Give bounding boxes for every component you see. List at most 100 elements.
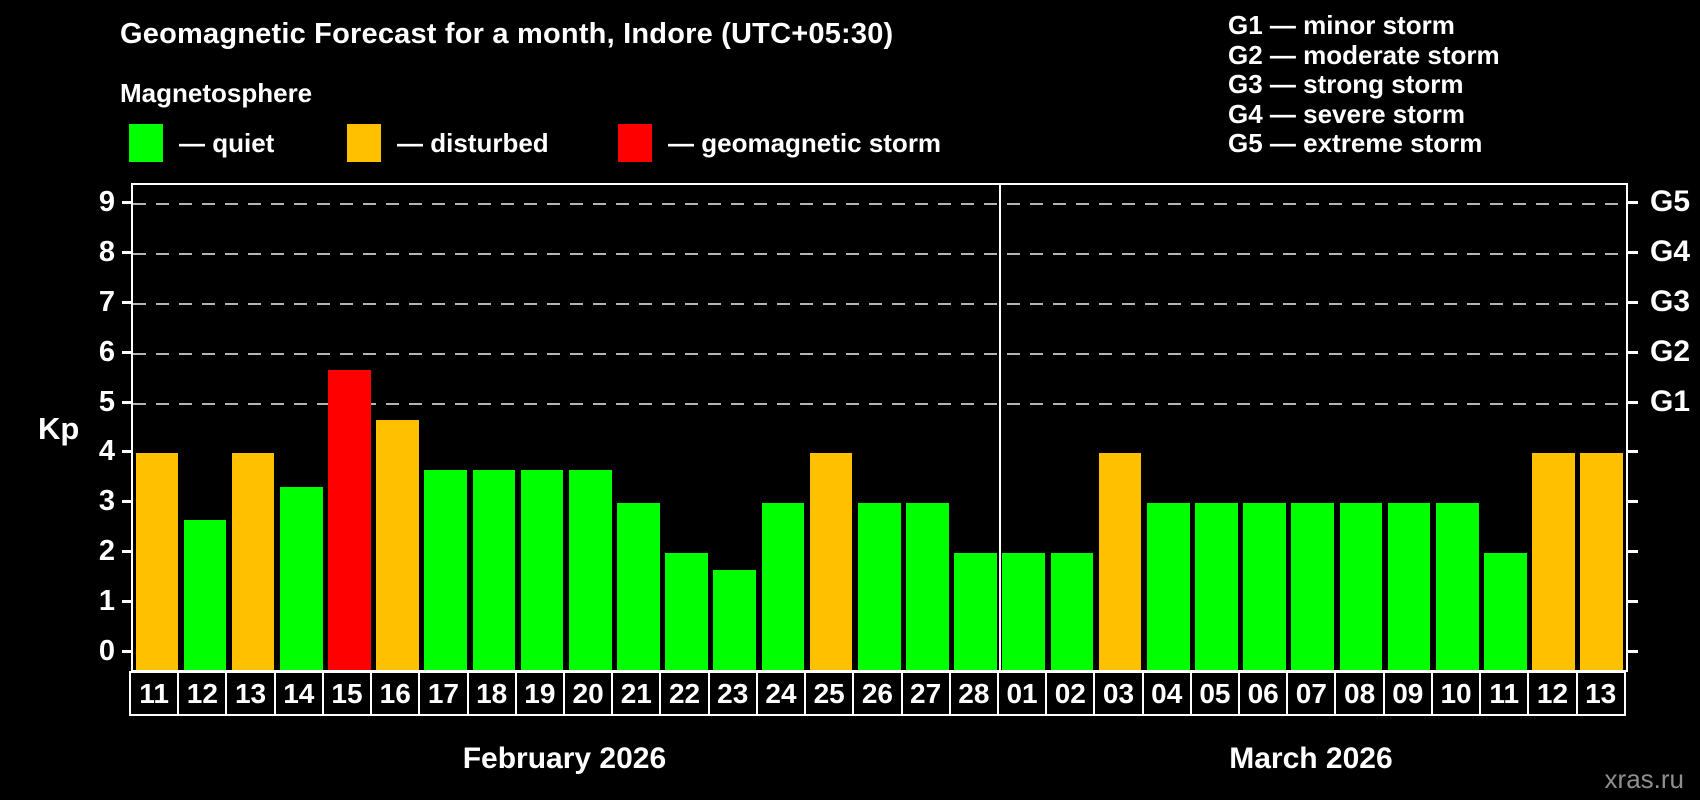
gridline-kp8	[133, 252, 1626, 255]
y-tick-left-2	[122, 550, 132, 554]
day-cell-16: 16	[370, 673, 419, 714]
month-separator	[998, 185, 1001, 670]
day-label-row: 11 12 13 14 15 16 17 18 19 20 21 22 23 24 25 26 27 28 01 02…	[129, 671, 1626, 716]
day-cell-20: 20	[562, 673, 612, 714]
right-axis-label-g2: G2	[1650, 334, 1691, 368]
y-tick-right-0	[1628, 650, 1638, 653]
y-tick-left-9	[122, 200, 132, 204]
y-tick-right-8	[1628, 250, 1638, 254]
bar-february-25	[809, 453, 853, 670]
chart-title: Geomagnetic Forecast for a month, Indore…	[120, 18, 894, 50]
day-cell-26: 26	[852, 673, 901, 714]
gridline-kp5	[133, 402, 1626, 405]
legend-item-disturbed: — disturbed	[347, 121, 549, 165]
y-axis-label-0: 0	[98, 635, 115, 667]
y-axis-label-3: 3	[98, 485, 115, 518]
bar-february-27	[906, 503, 949, 670]
bar-february-20	[568, 469, 612, 670]
bar-february-17	[424, 469, 468, 670]
y-axis-label-5: 5	[98, 385, 115, 418]
y-tick-right-2	[1628, 550, 1638, 554]
bar-march-04	[1146, 503, 1190, 670]
bar-march-10	[1435, 503, 1479, 670]
y-tick-left-8	[122, 250, 132, 254]
day-cell-13: 13	[1575, 673, 1624, 714]
legend-item-storm: — geomagnetic storm	[618, 121, 941, 165]
bar-february-21	[617, 503, 660, 670]
legend-item-quiet: — quiet	[129, 121, 274, 165]
bar-february-11	[135, 453, 179, 670]
day-cell-21: 21	[611, 673, 660, 714]
y-tick-left-0	[122, 650, 132, 653]
g-legend-line-1: G1 — minor storm	[1228, 10, 1455, 40]
day-cell-10: 10	[1430, 673, 1480, 714]
y-tick-left-3	[122, 500, 132, 504]
bar-march-01	[1002, 553, 1046, 670]
bar-february-12	[183, 519, 227, 670]
day-cell-15: 15	[321, 673, 371, 714]
bar-march-02	[1050, 553, 1094, 670]
y-axis-label-2: 2	[98, 535, 115, 568]
y-axis-title: Kp	[38, 411, 80, 446]
legend-swatch-storm	[618, 124, 652, 162]
bar-february-19	[520, 469, 564, 670]
bar-february-23	[713, 569, 757, 670]
gridline-kp9	[133, 202, 1626, 205]
y-tick-left-7	[122, 300, 132, 304]
day-cell-28: 28	[948, 673, 997, 714]
y-tick-right-6	[1628, 350, 1638, 354]
y-axis-label-7: 7	[98, 285, 115, 318]
y-tick-right-7	[1628, 300, 1638, 304]
day-cell-19: 19	[514, 673, 563, 714]
day-cell-01: 01	[996, 673, 1046, 714]
right-axis-label-g3: G3	[1650, 284, 1691, 318]
day-cell-14: 14	[273, 673, 322, 714]
day-cell-08: 08	[1334, 673, 1383, 714]
y-tick-right-5	[1628, 400, 1638, 404]
y-tick-left-6	[122, 350, 132, 354]
legend-swatch-quiet	[129, 124, 163, 162]
bar-february-13	[231, 453, 275, 670]
bar-march-06	[1243, 503, 1286, 670]
bar-march-12	[1532, 453, 1575, 670]
day-cell-06: 06	[1238, 673, 1287, 714]
plot-area	[131, 183, 1628, 672]
bar-march-05	[1195, 503, 1238, 670]
g-scale-legend: G1 — minor storm G2 — moderate storm G3 — …	[1228, 10, 1500, 159]
legend-swatch-disturbed	[347, 124, 381, 162]
legend-label-storm: — geomagnetic storm	[668, 127, 942, 158]
day-cell-17: 17	[418, 673, 467, 714]
day-cell-23: 23	[707, 673, 756, 714]
bar-february-14	[279, 486, 323, 670]
right-axis-label-g5: G5	[1650, 184, 1691, 218]
y-tick-right-4	[1628, 450, 1638, 454]
day-cell-02: 02	[1045, 673, 1094, 714]
y-axis-label-4: 4	[98, 435, 115, 468]
g-legend-line-4: G4 — severe storm	[1228, 98, 1466, 129]
y-tick-left-5	[122, 400, 132, 404]
month-label-february: February 2026	[462, 742, 667, 775]
g-legend-line-5: G5 — extreme storm	[1228, 128, 1483, 158]
y-tick-left-1	[122, 600, 132, 604]
bar-february-18	[472, 469, 516, 670]
day-cell-12: 12	[177, 673, 226, 714]
day-cell-27: 27	[900, 673, 949, 714]
y-axis-label-8: 8	[98, 235, 115, 268]
day-cell-12: 12	[1527, 673, 1576, 714]
g-legend-line-3: G3 — strong storm	[1228, 69, 1464, 99]
right-axis-label-g4: G4	[1650, 234, 1691, 268]
bar-february-28	[954, 553, 997, 670]
bar-march-11	[1484, 553, 1527, 670]
y-tick-left-4	[122, 450, 132, 454]
y-axis-label-9: 9	[98, 185, 115, 218]
day-cell-03: 03	[1093, 673, 1142, 714]
day-cell-13: 13	[225, 673, 274, 714]
bar-march-08	[1339, 503, 1383, 670]
day-cell-11: 11	[1479, 673, 1528, 714]
day-cell-24: 24	[755, 673, 805, 714]
y-axis-label-1: 1	[98, 585, 115, 618]
gridline-kp6	[133, 352, 1626, 355]
bar-february-16	[376, 419, 419, 670]
day-cell-11: 11	[131, 673, 178, 714]
